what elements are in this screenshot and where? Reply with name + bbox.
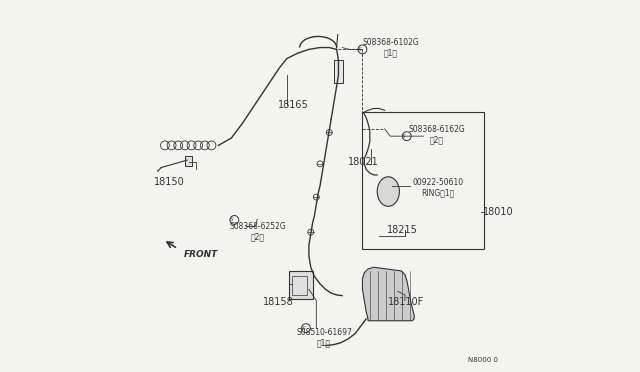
Bar — [292, 276, 307, 295]
Text: 00922-50610
RING（1）: 00922-50610 RING（1） — [412, 178, 463, 198]
Text: S08510-61697
（1）: S08510-61697 （1） — [296, 328, 352, 347]
Text: 18215: 18215 — [387, 225, 418, 235]
Text: S: S — [403, 134, 406, 139]
Bar — [334, 61, 343, 83]
Text: 18150: 18150 — [154, 177, 184, 187]
Polygon shape — [362, 267, 414, 321]
Text: N8000 0: N8000 0 — [468, 356, 498, 363]
Text: S08368-6162G
（2）: S08368-6162G （2） — [408, 125, 465, 144]
Text: S08368-6252G
（2）: S08368-6252G （2） — [230, 222, 286, 242]
Bar — [362, 112, 484, 249]
Ellipse shape — [377, 177, 399, 206]
Text: S: S — [301, 326, 305, 331]
Text: 18110F: 18110F — [388, 297, 424, 307]
Text: 18010: 18010 — [483, 207, 513, 217]
Text: 18165: 18165 — [278, 100, 308, 110]
Text: S08368-6102G
（1）: S08368-6102G （1） — [362, 38, 419, 57]
Text: S: S — [358, 47, 362, 52]
Text: S: S — [230, 218, 234, 222]
Bar — [185, 157, 192, 166]
Text: FRONT: FRONT — [184, 250, 218, 259]
Text: 18158: 18158 — [263, 297, 294, 307]
Text: 18021: 18021 — [348, 157, 378, 167]
Bar — [289, 271, 312, 299]
